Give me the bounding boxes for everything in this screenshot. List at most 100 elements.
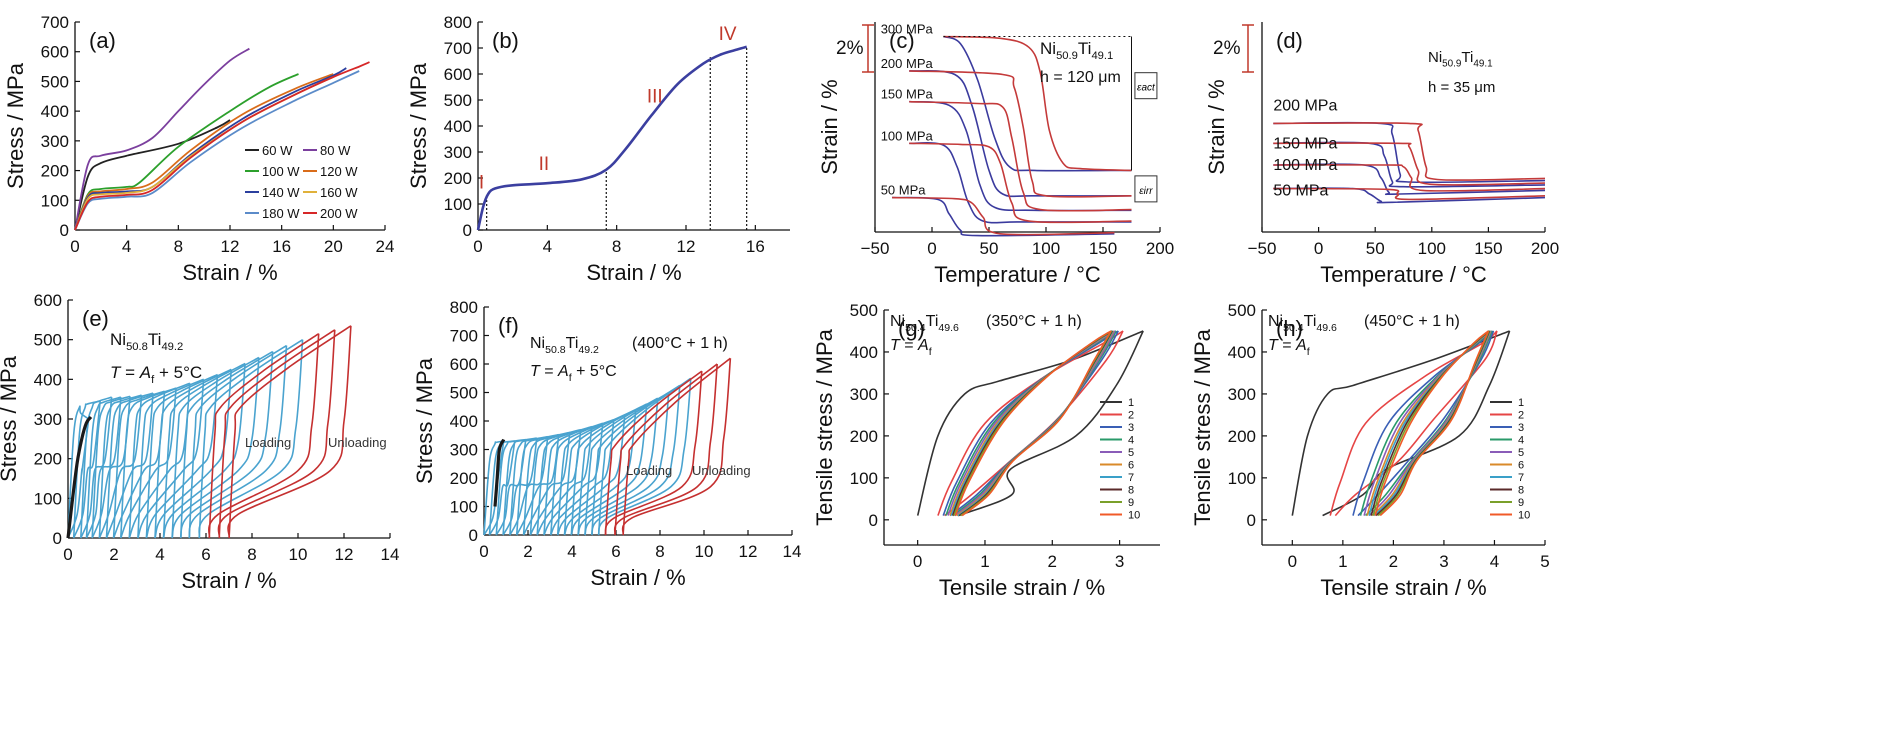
x-tick-label: 5 bbox=[1540, 552, 1549, 571]
panel-e-axes: 0 2 4 6 8 10 12 14 0 100 200 300 400 500 600 Strain / %… bbox=[0, 291, 399, 593]
y-axis-label: Stress / MPa bbox=[406, 62, 431, 189]
cycle-loading bbox=[154, 368, 232, 539]
composition-label: Ni50.9Ti49.1 bbox=[1428, 49, 1493, 70]
y-tick-label: 100 bbox=[41, 191, 69, 210]
y-tick-label: 100 bbox=[444, 195, 472, 214]
x-tick-label: 0 bbox=[1314, 239, 1323, 258]
cycle-loading bbox=[1352, 330, 1495, 516]
x-tick-label: 0 bbox=[473, 237, 482, 256]
y-tick-label: 700 bbox=[41, 13, 69, 32]
legend-label: 3 bbox=[1518, 422, 1524, 434]
y-tick-label: 600 bbox=[34, 291, 62, 310]
y-axis-label: Stress / MPa bbox=[412, 357, 437, 484]
cycle-loading bbox=[1374, 330, 1489, 516]
composition-label: Ni50.8Ti49.2 bbox=[530, 335, 599, 356]
scale-bar-label: 2% bbox=[836, 38, 864, 59]
cycle-unloading bbox=[961, 330, 1112, 517]
y-tick-label: 500 bbox=[850, 301, 878, 320]
series-line bbox=[74, 119, 231, 231]
legend-label: 10 bbox=[1518, 510, 1530, 522]
series-line bbox=[476, 45, 748, 231]
initial-loading bbox=[66, 415, 93, 539]
x-tick-label: −50 bbox=[861, 239, 890, 258]
cycle-unloading bbox=[515, 434, 560, 536]
epsilon-irr-box bbox=[1134, 175, 1158, 203]
cycle-loading bbox=[584, 391, 670, 536]
y-tick-label: 800 bbox=[450, 298, 478, 317]
series-line bbox=[943, 35, 1132, 172]
thickness-label: h = 120 μm bbox=[1040, 69, 1121, 86]
cycle-loading bbox=[188, 344, 287, 539]
cycle-unloading bbox=[198, 339, 304, 539]
cycle-unloading bbox=[162, 363, 246, 539]
cycle-unloading bbox=[949, 330, 1119, 517]
y-tick-label: 0 bbox=[1247, 511, 1256, 530]
cycle-unloading bbox=[217, 329, 336, 539]
panel-label: (a) bbox=[89, 28, 116, 53]
x-axis-label: Temperature / °C bbox=[934, 262, 1101, 287]
x-tick-label: 2 bbox=[1048, 552, 1057, 571]
x-tick-label: 2 bbox=[1389, 552, 1398, 571]
y-tick-label: 100 bbox=[34, 489, 62, 508]
stress-label: 200 MPa bbox=[881, 56, 934, 71]
series-line bbox=[74, 73, 299, 231]
cycle-loading bbox=[529, 428, 582, 536]
y-tick-label: 200 bbox=[34, 450, 62, 469]
y-tick-label: 800 bbox=[444, 13, 472, 32]
series-line bbox=[909, 100, 1132, 212]
x-axis-label: Tensile strain / % bbox=[939, 575, 1105, 600]
x-tick-label: 12 bbox=[677, 237, 696, 256]
legend-label: 8 bbox=[1128, 485, 1134, 497]
x-tick-label: 4 bbox=[543, 237, 552, 256]
cycle-loading bbox=[556, 414, 626, 536]
x-tick-label: 10 bbox=[289, 545, 308, 564]
annotation-loading: Loading bbox=[245, 435, 291, 450]
x-tick-label: 0 bbox=[913, 552, 922, 571]
cycle-unloading bbox=[543, 423, 604, 536]
series-line bbox=[1273, 122, 1546, 181]
cycle-unloading bbox=[502, 437, 538, 536]
y-tick-label: 500 bbox=[34, 331, 62, 350]
condition-label: T = Af bbox=[1268, 337, 1310, 358]
y-tick-label: 400 bbox=[444, 117, 472, 136]
cycle-unloading bbox=[604, 371, 703, 536]
x-tick-label: 14 bbox=[381, 545, 400, 564]
cycle-loading bbox=[91, 395, 131, 539]
y-tick-label: 400 bbox=[850, 343, 878, 362]
cycle-loading bbox=[577, 397, 659, 536]
cycle-loading bbox=[162, 362, 246, 539]
legend-label: 5 bbox=[1128, 447, 1134, 459]
y-tick-label: 400 bbox=[41, 102, 69, 121]
x-tick-label: 150 bbox=[1089, 239, 1117, 258]
cycle-unloading bbox=[563, 409, 637, 536]
panel-a-axes: 0 4 8 12 16 20 24 0 100 200 300 400 500 600 700 Strain … bbox=[3, 13, 394, 285]
annotation-loading: Loading bbox=[626, 463, 672, 478]
cycle-unloading bbox=[613, 363, 718, 536]
series-line bbox=[74, 70, 360, 231]
y-tick-label: 500 bbox=[444, 91, 472, 110]
y-tick-label: 600 bbox=[41, 43, 69, 62]
cycle-loading bbox=[98, 394, 142, 539]
cycle-loading bbox=[1366, 330, 1491, 516]
x-tick-label: 0 bbox=[63, 545, 72, 564]
y-tick-label: 200 bbox=[1228, 427, 1256, 446]
cycle-loading bbox=[591, 384, 681, 536]
y-tick-label: 0 bbox=[869, 511, 878, 530]
y-tick-label: 300 bbox=[1228, 385, 1256, 404]
composition-label: Ni50.9Ti49.1 bbox=[1040, 39, 1113, 62]
x-axis-label: Strain / % bbox=[182, 260, 277, 285]
x-tick-label: 0 bbox=[927, 239, 936, 258]
x-tick-label: 0 bbox=[1288, 552, 1297, 571]
annotation-unloading: Unloading bbox=[692, 463, 751, 478]
stress-label: 300 MPa bbox=[881, 21, 934, 36]
y-tick-label: 500 bbox=[1228, 301, 1256, 320]
x-tick-label: 3 bbox=[1115, 552, 1124, 571]
condition-label: T = Af + 5°C bbox=[110, 363, 202, 386]
x-tick-label: 12 bbox=[335, 545, 354, 564]
y-tick-label: 100 bbox=[1228, 469, 1256, 488]
panel-label: (e) bbox=[82, 306, 109, 331]
y-tick-label: 700 bbox=[444, 39, 472, 58]
cycle-unloading bbox=[957, 330, 1144, 517]
x-tick-label: 12 bbox=[739, 542, 758, 561]
